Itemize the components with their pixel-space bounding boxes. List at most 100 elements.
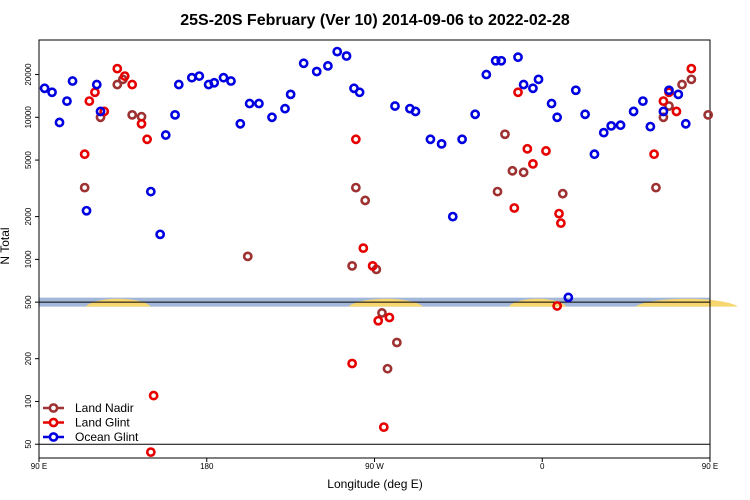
ocean-glint-point [457,134,468,145]
ocean-glint-point [311,66,322,77]
land-glint-point [99,106,110,117]
ocean-glint-point [81,205,92,216]
ocean-glint-point [194,71,205,81]
ocean-glint-point [563,292,574,303]
land-nadir-point [377,308,387,318]
ocean-glint-point [226,76,236,86]
ocean-glint-point [518,79,529,90]
x-tick-label: 90 W [365,462,384,471]
x-tick-label: 90 E [702,462,718,471]
ocean-glint-point [528,83,538,94]
ocean-glint-point [552,112,563,123]
y-axis: 50 100 200 500 1000 2000 5000 10000 20000 [24,63,39,449]
ocean-glint-point [680,118,691,129]
land-nadir-point [500,129,510,140]
land-nadir-point [664,101,674,111]
ocean-glint-point [218,72,229,83]
legend-marker [48,403,59,413]
land-glint-point [142,134,153,145]
y-tick-label: 10000 [24,106,33,129]
ocean-glint-point [155,229,166,240]
ocean-glint-point [470,109,481,120]
y-tick-label: 100 [24,394,33,408]
land-nadir-point [112,79,123,90]
land-glint-point [513,87,523,98]
reference-lines [39,301,710,445]
x-tick-label: 180 [200,462,214,471]
ocean-glint-point [67,76,78,86]
land-glint-point [384,312,395,323]
land-nadir-point [557,188,568,199]
land-nadir-point [658,112,669,123]
ocean-glint-point [598,127,609,138]
legend-marker [48,432,59,442]
ocean-glint-point [209,77,220,88]
ocean-glint-point [664,85,674,96]
ocean-glint-point [513,52,523,63]
land-nadir-point [703,109,714,120]
ocean-glint-point [354,87,365,98]
land-nadir-point [507,165,518,176]
ocean-glint-point [673,89,684,100]
y-tick-label: 5000 [24,151,33,169]
ocean-glint-point [410,106,421,117]
land-nadir-point [360,195,371,206]
legend-item-ocean-glint: Ocean Glint [43,430,139,444]
legend-label: Land Glint [75,416,130,430]
legend-label: Ocean Glint [75,430,139,444]
land-glint-point [127,79,138,90]
land-glint-point [554,208,564,219]
ocean-glint-point [254,98,264,109]
ocean-glint-point [186,72,197,83]
land-glint-point [528,158,538,169]
legend-item-land-nadir: Land Nadir [43,401,134,415]
ocean-glint-point [267,112,277,123]
x-tick-label: 0 [540,462,545,471]
land-glint-point [509,203,520,213]
ocean-glint-point [390,101,400,111]
ocean-glint-point [658,106,669,117]
land-segment [635,298,738,307]
ocean-glint-point [47,87,57,98]
land-glint-point [90,87,100,98]
land-nadir-point [518,167,529,178]
x-axis-label: Longitude (deg E) [327,477,422,491]
land-glint-point [347,358,358,369]
ocean-glint-point [645,121,656,132]
land-glint-point [358,243,369,254]
ocean-glint-point [39,83,50,94]
land-nadir-point [242,251,253,262]
ocean-glint-point [606,120,617,131]
ocean-glint-point [173,79,184,90]
land-segment [508,298,567,307]
ocean-glint-point [546,98,557,109]
land-glint-point [145,447,156,458]
y-tick-label: 1000 [24,250,33,268]
ocean-glint-point [332,46,343,57]
y-tick-label: 50 [24,439,33,448]
land-nadir-point [391,337,402,348]
land-nadir-point [382,363,393,374]
land-glint-point [119,71,130,81]
land-nadir-point [492,186,503,197]
land-glint-point [148,390,159,401]
y-tick-label: 20000 [24,63,33,86]
ocean-glint-point [298,58,309,69]
land-glint-point [649,149,659,160]
ocean-glint-point [91,79,102,90]
land-glint-point [373,315,384,326]
land-glint-point [367,260,378,271]
y-tick-label: 2000 [24,207,33,225]
land-glint-point [350,134,361,145]
land-glint-point [79,149,90,160]
land-glint-point [522,143,533,154]
land-glint-point [541,146,551,156]
ocean-glint-point [160,130,171,140]
y-tick-label: 200 [24,351,33,365]
ocean-glint-point [54,117,65,128]
land-nadir-point [347,260,358,271]
ocean-glint-point [496,55,507,66]
land-segment [348,298,423,307]
